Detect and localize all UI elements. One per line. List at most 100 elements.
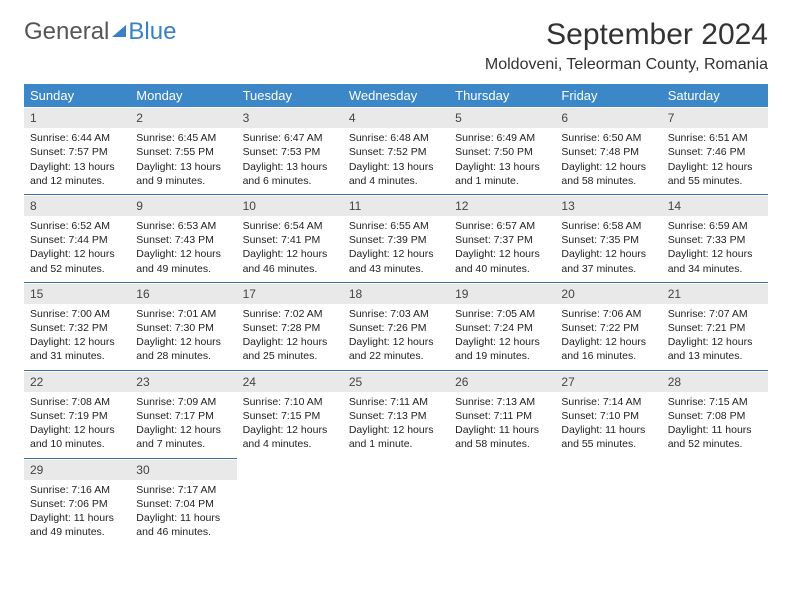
day-number: 7 bbox=[662, 107, 768, 128]
sunrise-text: Sunrise: 7:05 AM bbox=[455, 307, 549, 321]
daylight-text: Daylight: 12 hours and 37 minutes. bbox=[561, 247, 655, 275]
day-details: Sunrise: 6:48 AMSunset: 7:52 PMDaylight:… bbox=[343, 128, 449, 194]
sunset-text: Sunset: 7:53 PM bbox=[243, 145, 337, 159]
day-details: Sunrise: 6:53 AMSunset: 7:43 PMDaylight:… bbox=[130, 216, 236, 282]
day-details: Sunrise: 7:01 AMSunset: 7:30 PMDaylight:… bbox=[130, 304, 236, 370]
day-number: 21 bbox=[662, 283, 768, 304]
calendar-day: 30Sunrise: 7:17 AMSunset: 7:04 PMDayligh… bbox=[130, 458, 236, 545]
sunrise-text: Sunrise: 7:08 AM bbox=[30, 395, 124, 409]
sunset-text: Sunset: 7:08 PM bbox=[668, 409, 762, 423]
day-number: 10 bbox=[237, 195, 343, 216]
day-details: Sunrise: 6:57 AMSunset: 7:37 PMDaylight:… bbox=[449, 216, 555, 282]
calendar-day: 4Sunrise: 6:48 AMSunset: 7:52 PMDaylight… bbox=[343, 107, 449, 194]
day-details: Sunrise: 7:05 AMSunset: 7:24 PMDaylight:… bbox=[449, 304, 555, 370]
sunset-text: Sunset: 7:11 PM bbox=[455, 409, 549, 423]
day-number: 28 bbox=[662, 371, 768, 392]
sunset-text: Sunset: 7:28 PM bbox=[243, 321, 337, 335]
sunrise-text: Sunrise: 7:09 AM bbox=[136, 395, 230, 409]
day-number: 30 bbox=[130, 459, 236, 480]
weekday-header: Sunday bbox=[24, 84, 130, 107]
sunset-text: Sunset: 7:17 PM bbox=[136, 409, 230, 423]
sunset-text: Sunset: 7:44 PM bbox=[30, 233, 124, 247]
day-details: Sunrise: 7:06 AMSunset: 7:22 PMDaylight:… bbox=[555, 304, 661, 370]
sunset-text: Sunset: 7:04 PM bbox=[136, 497, 230, 511]
day-details: Sunrise: 7:00 AMSunset: 7:32 PMDaylight:… bbox=[24, 304, 130, 370]
sunset-text: Sunset: 7:33 PM bbox=[668, 233, 762, 247]
sunset-text: Sunset: 7:06 PM bbox=[30, 497, 124, 511]
day-number: 1 bbox=[24, 107, 130, 128]
day-number: 13 bbox=[555, 195, 661, 216]
sunrise-text: Sunrise: 6:48 AM bbox=[349, 131, 443, 145]
sunset-text: Sunset: 7:57 PM bbox=[30, 145, 124, 159]
calendar-week: 15Sunrise: 7:00 AMSunset: 7:32 PMDayligh… bbox=[24, 282, 768, 370]
daylight-text: Daylight: 12 hours and 31 minutes. bbox=[30, 335, 124, 363]
sunrise-text: Sunrise: 7:16 AM bbox=[30, 483, 124, 497]
daylight-text: Daylight: 13 hours and 9 minutes. bbox=[136, 160, 230, 188]
calendar-day: 29Sunrise: 7:16 AMSunset: 7:06 PMDayligh… bbox=[24, 458, 130, 545]
day-number: 14 bbox=[662, 195, 768, 216]
calendar-day: 2Sunrise: 6:45 AMSunset: 7:55 PMDaylight… bbox=[130, 107, 236, 194]
sunrise-text: Sunrise: 7:15 AM bbox=[668, 395, 762, 409]
day-number: 19 bbox=[449, 283, 555, 304]
sunrise-text: Sunrise: 7:01 AM bbox=[136, 307, 230, 321]
day-number: 22 bbox=[24, 371, 130, 392]
daylight-text: Daylight: 12 hours and 52 minutes. bbox=[30, 247, 124, 275]
day-number: 20 bbox=[555, 283, 661, 304]
daylight-text: Daylight: 13 hours and 1 minute. bbox=[455, 160, 549, 188]
day-details: Sunrise: 7:14 AMSunset: 7:10 PMDaylight:… bbox=[555, 392, 661, 458]
day-details: Sunrise: 6:52 AMSunset: 7:44 PMDaylight:… bbox=[24, 216, 130, 282]
sunrise-text: Sunrise: 6:50 AM bbox=[561, 131, 655, 145]
day-details: Sunrise: 6:54 AMSunset: 7:41 PMDaylight:… bbox=[237, 216, 343, 282]
sunset-text: Sunset: 7:43 PM bbox=[136, 233, 230, 247]
calendar-day: 12Sunrise: 6:57 AMSunset: 7:37 PMDayligh… bbox=[449, 194, 555, 282]
calendar-day: 28Sunrise: 7:15 AMSunset: 7:08 PMDayligh… bbox=[662, 370, 768, 458]
day-details: Sunrise: 7:15 AMSunset: 7:08 PMDaylight:… bbox=[662, 392, 768, 458]
sunrise-text: Sunrise: 6:51 AM bbox=[668, 131, 762, 145]
weekday-header: Tuesday bbox=[237, 84, 343, 107]
calendar-day: 25Sunrise: 7:11 AMSunset: 7:13 PMDayligh… bbox=[343, 370, 449, 458]
daylight-text: Daylight: 12 hours and 4 minutes. bbox=[243, 423, 337, 451]
day-details: Sunrise: 6:45 AMSunset: 7:55 PMDaylight:… bbox=[130, 128, 236, 194]
header: General Blue September 2024 Moldoveni, T… bbox=[24, 18, 768, 74]
calendar-day: 19Sunrise: 7:05 AMSunset: 7:24 PMDayligh… bbox=[449, 282, 555, 370]
calendar-body: 1Sunrise: 6:44 AMSunset: 7:57 PMDaylight… bbox=[24, 107, 768, 545]
day-details: Sunrise: 7:17 AMSunset: 7:04 PMDaylight:… bbox=[130, 480, 236, 546]
sunset-text: Sunset: 7:35 PM bbox=[561, 233, 655, 247]
sunrise-text: Sunrise: 6:58 AM bbox=[561, 219, 655, 233]
weekday-header: Monday bbox=[130, 84, 236, 107]
calendar-day: .. bbox=[237, 458, 343, 545]
day-number: 5 bbox=[449, 107, 555, 128]
sunrise-text: Sunrise: 7:10 AM bbox=[243, 395, 337, 409]
sunrise-text: Sunrise: 7:06 AM bbox=[561, 307, 655, 321]
calendar-day: 3Sunrise: 6:47 AMSunset: 7:53 PMDaylight… bbox=[237, 107, 343, 194]
logo-text-blue: Blue bbox=[128, 18, 176, 46]
day-number: 9 bbox=[130, 195, 236, 216]
day-details: Sunrise: 7:11 AMSunset: 7:13 PMDaylight:… bbox=[343, 392, 449, 458]
sunset-text: Sunset: 7:39 PM bbox=[349, 233, 443, 247]
day-details: Sunrise: 7:02 AMSunset: 7:28 PMDaylight:… bbox=[237, 304, 343, 370]
sunrise-text: Sunrise: 6:47 AM bbox=[243, 131, 337, 145]
calendar-day: .. bbox=[662, 458, 768, 545]
weekday-header: Saturday bbox=[662, 84, 768, 107]
daylight-text: Daylight: 12 hours and 7 minutes. bbox=[136, 423, 230, 451]
day-details: Sunrise: 7:10 AMSunset: 7:15 PMDaylight:… bbox=[237, 392, 343, 458]
day-details: Sunrise: 6:49 AMSunset: 7:50 PMDaylight:… bbox=[449, 128, 555, 194]
sunset-text: Sunset: 7:26 PM bbox=[349, 321, 443, 335]
calendar-day: 26Sunrise: 7:13 AMSunset: 7:11 PMDayligh… bbox=[449, 370, 555, 458]
day-details: Sunrise: 7:16 AMSunset: 7:06 PMDaylight:… bbox=[24, 480, 130, 546]
day-number: 24 bbox=[237, 371, 343, 392]
calendar-day: 18Sunrise: 7:03 AMSunset: 7:26 PMDayligh… bbox=[343, 282, 449, 370]
sunset-text: Sunset: 7:24 PM bbox=[455, 321, 549, 335]
sunrise-text: Sunrise: 6:57 AM bbox=[455, 219, 549, 233]
daylight-text: Daylight: 12 hours and 25 minutes. bbox=[243, 335, 337, 363]
daylight-text: Daylight: 11 hours and 49 minutes. bbox=[30, 511, 124, 539]
daylight-text: Daylight: 12 hours and 43 minutes. bbox=[349, 247, 443, 275]
daylight-text: Daylight: 11 hours and 58 minutes. bbox=[455, 423, 549, 451]
daylight-text: Daylight: 13 hours and 6 minutes. bbox=[243, 160, 337, 188]
daylight-text: Daylight: 12 hours and 58 minutes. bbox=[561, 160, 655, 188]
calendar-day: 22Sunrise: 7:08 AMSunset: 7:19 PMDayligh… bbox=[24, 370, 130, 458]
daylight-text: Daylight: 12 hours and 49 minutes. bbox=[136, 247, 230, 275]
month-title: September 2024 bbox=[485, 18, 768, 52]
weekday-header: Friday bbox=[555, 84, 661, 107]
day-details: Sunrise: 6:50 AMSunset: 7:48 PMDaylight:… bbox=[555, 128, 661, 194]
